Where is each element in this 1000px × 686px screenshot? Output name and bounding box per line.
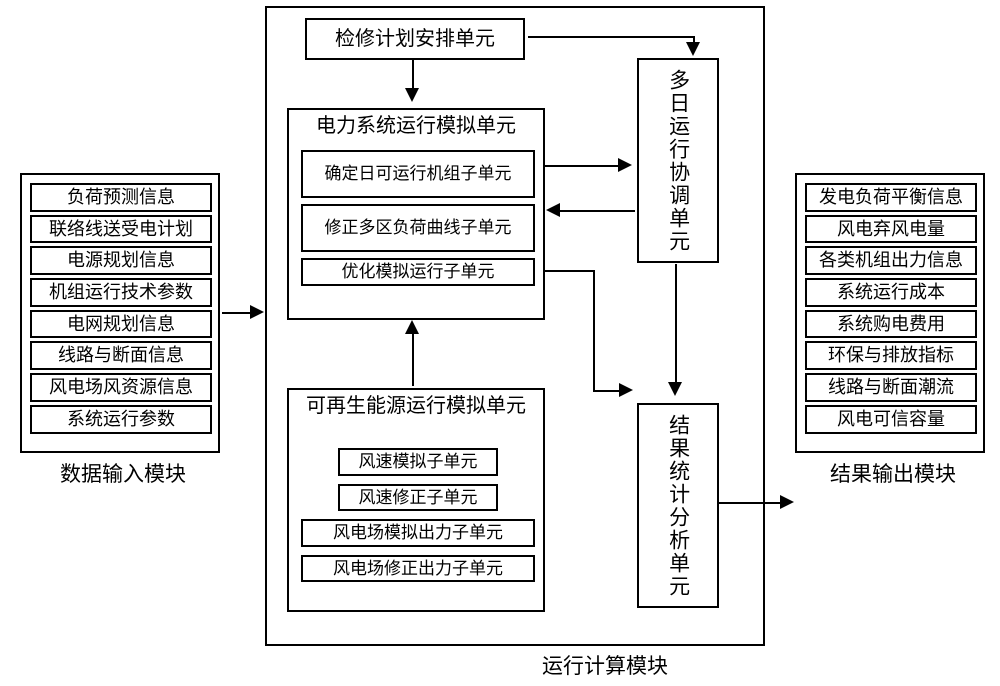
arrow-power-to-result-v [593,270,595,390]
result-unit-label: 结果统计分析单元 [665,414,690,598]
arrowhead-power-to-result [619,383,633,397]
power-sim-sub-0-label: 确定日可运行机组子单元 [325,164,512,184]
output-module-label: 结果输出模块 [818,458,968,488]
power-sim-subs: 确定日可运行机组子单元 修正多区负荷曲线子单元 优化模拟运行子单元 [301,150,535,286]
renew-sim-subs: 风速模拟子单元 风速修正子单元 风电场模拟出力子单元 风电场修正出力子单元 [301,448,535,582]
input-item-0: 负荷预测信息 [30,183,212,212]
arrowhead-multi-to-result [668,382,682,396]
input-list: 负荷预测信息 联络线送受电计划 电源规划信息 机组运行技术参数 电网规划信息 线… [30,183,212,434]
arrow-power-to-multi [545,165,620,167]
power-sim-sub-1-label: 修正多区负荷曲线子单元 [325,218,512,238]
arrow-multi-to-power [560,210,635,212]
input-item-4: 电网规划信息 [30,310,212,339]
output-item-3: 系统运行成本 [805,278,977,307]
multi-day-unit-label: 多日运行协调单元 [665,69,690,253]
renew-sim-sub-2-label: 风电场模拟出力子单元 [333,523,503,543]
arrowhead-multi-to-power [546,203,560,217]
arrowhead-input-to-compute [250,305,264,319]
arrow-power-to-result-h2 [593,390,621,392]
renew-sim-sub-0: 风速模拟子单元 [338,448,498,476]
power-sim-sub-1: 修正多区负荷曲线子单元 [301,204,535,252]
power-sim-sub-2-label: 优化模拟运行子单元 [342,262,495,282]
power-sim-title: 电力系统运行模拟单元 [289,110,543,146]
power-sim-unit: 电力系统运行模拟单元 确定日可运行机组子单元 修正多区负荷曲线子单元 优化模拟运… [287,108,545,320]
renew-sim-sub-1: 风速修正子单元 [338,484,498,512]
arrowhead-maint-to-multi [686,42,700,56]
arrowhead-renew-to-power [405,320,419,334]
renew-sim-unit: 可再生能源运行模拟单元 风速模拟子单元 风速修正子单元 风电场模拟出力子单元 风… [287,388,545,612]
input-module-label: 数据输入模块 [48,458,198,488]
compute-module-box: 检修计划安排单元 电力系统运行模拟单元 确定日可运行机组子单元 修正多区负荷曲线… [265,6,765,646]
arrow-power-to-result-h [545,270,595,272]
arrow-renew-to-power [412,334,414,386]
output-item-6: 线路与断面潮流 [805,373,977,402]
maintenance-unit-label: 检修计划安排单元 [335,27,495,51]
arrowhead-compute-to-output [780,495,794,509]
output-module-box: 发电负荷平衡信息 风电弃风电量 各类机组出力信息 系统运行成本 系统购电费用 环… [795,173,985,453]
input-module-box: 负荷预测信息 联络线送受电计划 电源规划信息 机组运行技术参数 电网规划信息 线… [20,173,220,453]
arrowhead-maint-to-power [405,88,419,102]
power-sim-sub-0: 确定日可运行机组子单元 [301,150,535,198]
output-item-7: 风电可信容量 [805,405,977,434]
input-item-1: 联络线送受电计划 [30,215,212,244]
input-item-2: 电源规划信息 [30,246,212,275]
renew-sim-sub-2: 风电场模拟出力子单元 [301,519,535,547]
multi-day-unit: 多日运行协调单元 [637,58,719,263]
input-item-3: 机组运行技术参数 [30,278,212,307]
compute-module-label: 运行计算模块 [525,650,685,680]
output-item-4: 系统购电费用 [805,310,977,339]
power-sim-sub-2: 优化模拟运行子单元 [301,258,535,286]
arrow-maint-to-multi [528,36,693,38]
input-item-5: 线路与断面信息 [30,341,212,370]
renew-sim-title: 可再生能源运行模拟单元 [289,390,543,426]
input-item-7: 系统运行参数 [30,405,212,434]
arrow-maint-to-power [412,58,414,90]
result-unit: 结果统计分析单元 [637,403,719,608]
renew-sim-sub-3: 风电场修正出力子单元 [301,555,535,583]
arrow-multi-to-result [675,264,677,384]
output-item-5: 环保与排放指标 [805,341,977,370]
renew-sim-sub-3-label: 风电场修正出力子单元 [333,559,503,579]
maintenance-unit: 检修计划安排单元 [305,18,525,60]
arrowhead-power-to-multi [618,158,632,172]
renew-sim-sub-0-label: 风速模拟子单元 [359,452,478,472]
output-list: 发电负荷平衡信息 风电弃风电量 各类机组出力信息 系统运行成本 系统购电费用 环… [805,183,977,434]
output-item-0: 发电负荷平衡信息 [805,183,977,212]
output-item-1: 风电弃风电量 [805,215,977,244]
arrow-input-to-compute [222,312,252,314]
output-item-2: 各类机组出力信息 [805,246,977,275]
renew-sim-sub-1-label: 风速修正子单元 [359,488,478,508]
input-item-6: 风电场风资源信息 [30,373,212,402]
arrow-result-to-outer [719,502,767,504]
